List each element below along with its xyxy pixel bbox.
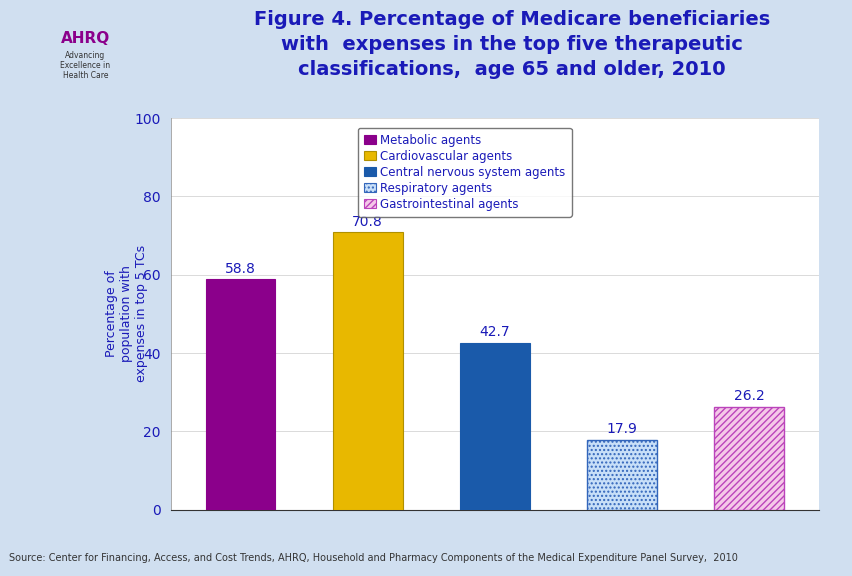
Text: Advancing
Excellence in
Health Care: Advancing Excellence in Health Care [60, 51, 110, 81]
Text: 42.7: 42.7 [479, 325, 509, 339]
Text: 26.2: 26.2 [733, 389, 763, 403]
Text: 17.9: 17.9 [606, 422, 636, 435]
Bar [459, 343, 529, 510]
Text: Source: Center for Financing, Access, and Cost Trends, AHRQ, Household and Pharm: Source: Center for Financing, Access, an… [9, 554, 736, 563]
Y-axis label: Percentage of
population with
expenses in top 5 TCs: Percentage of population with expenses i… [105, 245, 147, 382]
Legend: Metabolic agents, Cardiovascular agents, Central nervous system agents, Respirat: Metabolic agents, Cardiovascular agents,… [358, 128, 571, 217]
Text: AHRQ: AHRQ [60, 31, 110, 47]
Bar [332, 233, 402, 510]
Text: 70.8: 70.8 [352, 214, 383, 229]
Text: Figure 4. Percentage of Medicare beneficiaries
with  expenses in the top five th: Figure 4. Percentage of Medicare benefic… [253, 10, 769, 79]
Bar [205, 279, 275, 510]
Bar [713, 407, 783, 510]
Text: 58.8: 58.8 [225, 262, 256, 275]
Bar [586, 439, 656, 510]
